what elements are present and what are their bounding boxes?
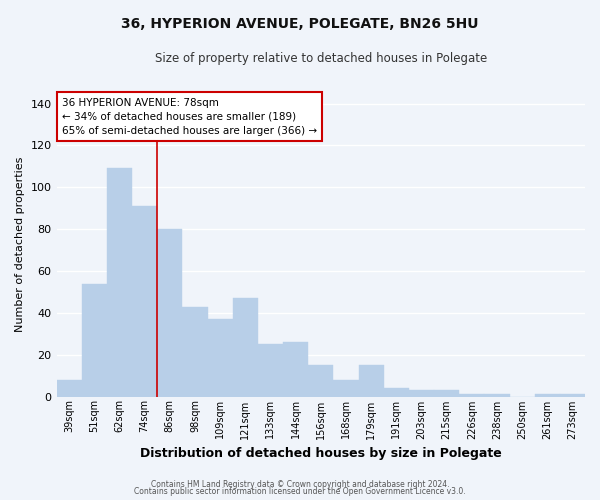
- Bar: [334, 380, 359, 396]
- Bar: [535, 394, 560, 396]
- Text: 36 HYPERION AVENUE: 78sqm
← 34% of detached houses are smaller (189)
65% of semi: 36 HYPERION AVENUE: 78sqm ← 34% of detac…: [62, 98, 317, 136]
- Bar: [56, 380, 82, 396]
- Bar: [107, 168, 132, 396]
- Bar: [132, 206, 157, 396]
- Bar: [409, 390, 434, 396]
- Text: Contains public sector information licensed under the Open Government Licence v3: Contains public sector information licen…: [134, 487, 466, 496]
- Bar: [258, 344, 283, 397]
- Bar: [283, 342, 308, 396]
- Bar: [308, 365, 334, 396]
- Text: Contains HM Land Registry data © Crown copyright and database right 2024.: Contains HM Land Registry data © Crown c…: [151, 480, 449, 489]
- Bar: [82, 284, 107, 397]
- Bar: [157, 229, 182, 396]
- Bar: [484, 394, 509, 396]
- Y-axis label: Number of detached properties: Number of detached properties: [15, 157, 25, 332]
- Bar: [359, 365, 383, 396]
- Bar: [560, 394, 585, 396]
- Bar: [208, 319, 233, 396]
- Bar: [182, 306, 208, 396]
- Bar: [233, 298, 258, 396]
- X-axis label: Distribution of detached houses by size in Polegate: Distribution of detached houses by size …: [140, 447, 502, 460]
- Bar: [459, 394, 484, 396]
- Bar: [434, 390, 459, 396]
- Bar: [383, 388, 409, 396]
- Title: Size of property relative to detached houses in Polegate: Size of property relative to detached ho…: [155, 52, 487, 66]
- Text: 36, HYPERION AVENUE, POLEGATE, BN26 5HU: 36, HYPERION AVENUE, POLEGATE, BN26 5HU: [121, 18, 479, 32]
